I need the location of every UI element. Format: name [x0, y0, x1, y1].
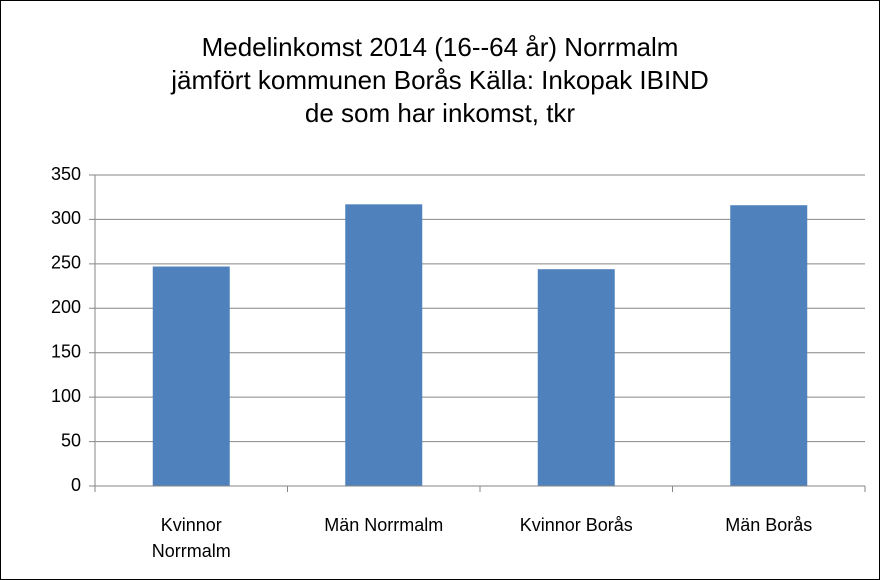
- y-tick-label: 350: [51, 164, 81, 184]
- y-tick-label: 0: [71, 475, 81, 495]
- bar: [730, 205, 808, 486]
- title-line: de som har inkomst, tkr: [304, 98, 576, 128]
- x-tick-label: Kvinnor Borås: [519, 515, 633, 535]
- chart-title: Medelinkomst 2014 (16--64 år) Norrmalm j…: [1, 31, 879, 130]
- title-line: Medelinkomst 2014 (16--64 år) Norrmalm: [201, 32, 679, 62]
- y-tick-label: 150: [51, 341, 81, 361]
- bar: [345, 204, 423, 486]
- x-tick-label: Män Borås: [725, 515, 813, 535]
- y-tick-label: 100: [51, 386, 81, 406]
- y-tick-label: 200: [51, 297, 81, 317]
- y-tick-label: 50: [61, 430, 81, 450]
- x-tick-label: Män Norrmalm: [324, 515, 444, 535]
- x-tick-label: Kvinnor Norrmalm: [151, 515, 231, 561]
- bar: [537, 269, 615, 486]
- y-tick-label: 250: [51, 253, 81, 273]
- title-line: jämfört kommunen Borås Källa: Inkopak IB…: [171, 65, 709, 95]
- bar: [152, 266, 230, 486]
- y-tick-label: 300: [51, 208, 81, 228]
